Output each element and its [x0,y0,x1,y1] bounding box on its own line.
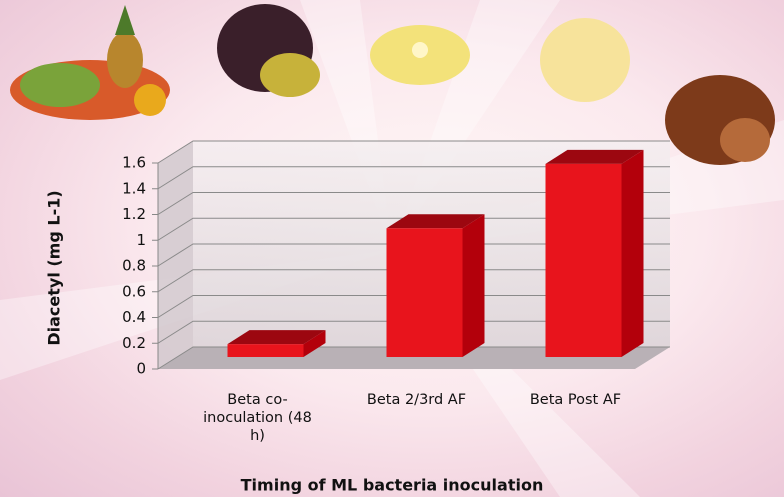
grid-line [157,140,670,164]
y-axis-title: Diacetyl (mg L-1) [45,190,64,345]
y-tick-label: 1 [136,231,146,249]
grid-line [157,192,670,215]
y-tick-label: 0.8 [122,257,146,275]
grid-line [157,166,670,190]
y-tick-label: 1.2 [122,205,146,223]
x-tick-label: Beta 2/3rd AF [366,392,467,408]
grid-line [157,295,670,318]
bar-top [227,330,326,345]
x-tick-label: Beta co-inoculation (48 h) [203,392,312,444]
y-tick-label: 1.6 [122,154,146,172]
grid-line [157,243,670,267]
bar-side [303,330,326,357]
x-tick-label: Beta Post AF [529,392,622,408]
bar-side [621,149,644,357]
bar [227,344,304,357]
y-tick-label: 1.4 [122,179,146,197]
fruit-images [10,4,775,165]
grid-line [157,269,670,293]
y-tick-label: 0.4 [122,308,146,326]
y-tick-label: 0 [136,360,146,378]
x-axis-title: Timing of ML bacteria inoculation [241,476,544,495]
grid-line [157,346,670,370]
y-tick-label: 0.2 [122,334,146,352]
grid-line [157,217,670,241]
bar [386,228,463,357]
bar-top [386,214,485,229]
grid-line [157,320,670,344]
y-tick-label: 0.6 [122,282,146,300]
bar [545,163,622,357]
bar-top [545,149,644,164]
bar-side [462,214,485,357]
